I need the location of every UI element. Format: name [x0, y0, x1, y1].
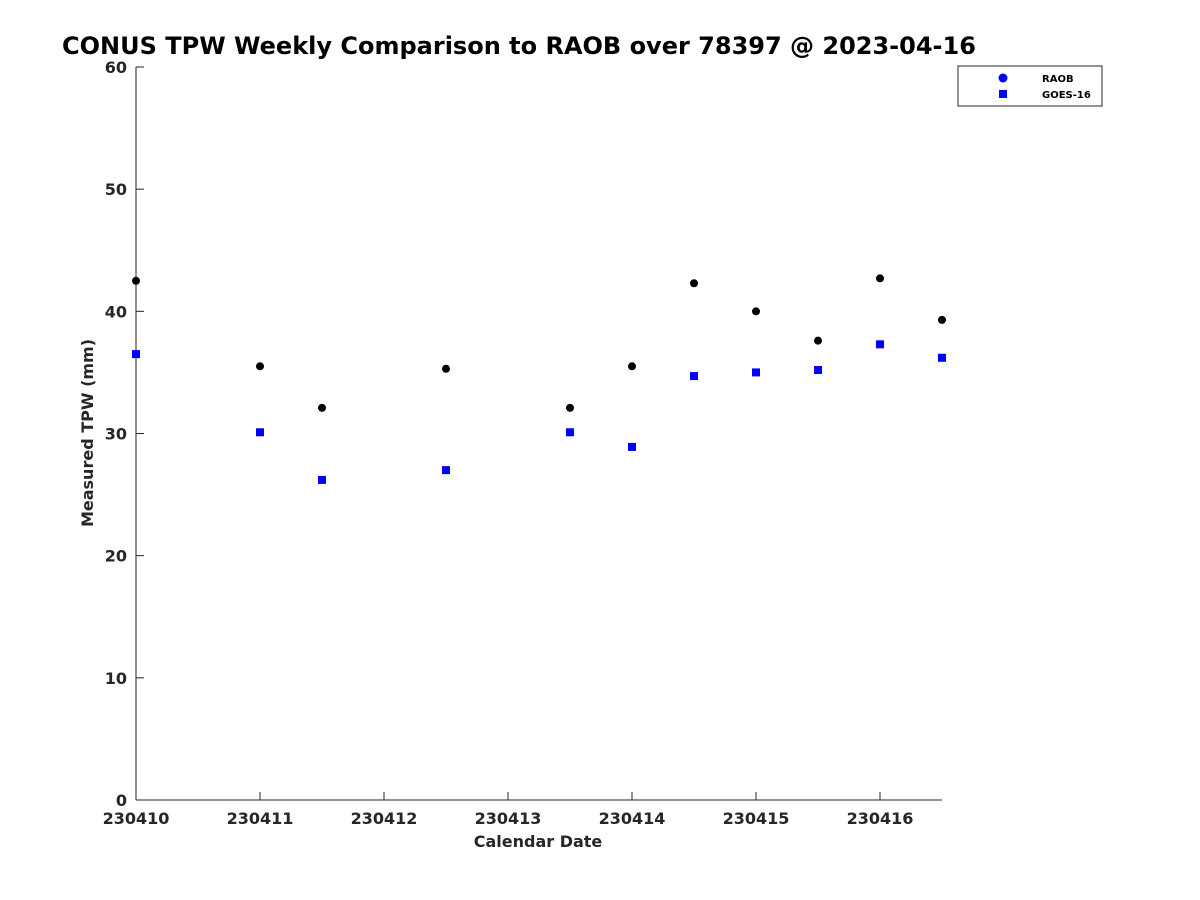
y-tick-label: 30 — [105, 425, 127, 444]
goes16-point — [690, 372, 698, 381]
raob-point — [256, 362, 264, 371]
x-ticks: 230410 230411 230412 230413 230414 230415 2304… — [103, 792, 914, 828]
x-tick-label: 230415 — [723, 809, 790, 828]
y-tick-label: 40 — [105, 302, 127, 321]
legend: RAOB GOES-16 — [957, 65, 1103, 107]
chart-title: CONUS TPW Weekly Comparison to RAOB over… — [62, 32, 976, 60]
goes16-point — [566, 428, 574, 437]
raob-point — [876, 274, 884, 283]
goes16-point — [318, 475, 326, 484]
y-axis-label: Measured TPW (mm) — [78, 339, 97, 527]
y-tick-label: 0 — [116, 791, 127, 810]
x-tick-label: 230414 — [599, 809, 666, 828]
y-tick-label: 20 — [105, 547, 127, 566]
raob-point — [814, 336, 822, 345]
goes16-point — [938, 353, 946, 362]
y-tick-label: 50 — [105, 180, 127, 199]
x-tick-label: 230416 — [847, 809, 914, 828]
series-goes16 — [132, 340, 946, 484]
goes16-point — [256, 428, 264, 437]
raob-point — [690, 279, 698, 288]
goes16-point — [814, 365, 822, 374]
y-ticks: 0 10 20 30 40 50 60 — [105, 58, 144, 810]
series-raob — [132, 274, 946, 412]
legend-box — [957, 65, 1103, 107]
y-tick-label: 60 — [105, 58, 127, 77]
raob-point — [132, 276, 140, 285]
raob-point — [318, 403, 326, 412]
y-tick-label: 10 — [105, 669, 127, 688]
legend-label-raob: RAOB — [1042, 74, 1074, 85]
raob-point — [566, 403, 574, 412]
x-tick-label: 230410 — [103, 809, 170, 828]
x-tick-label: 230412 — [351, 809, 418, 828]
legend-marker-raob — [998, 73, 1008, 83]
legend-marker-goes16 — [999, 90, 1007, 98]
goes16-point — [876, 340, 884, 349]
legend-label-goes16: GOES-16 — [1042, 90, 1091, 101]
goes16-point — [132, 350, 140, 359]
raob-point — [628, 362, 636, 371]
x-tick-label: 230411 — [227, 809, 294, 828]
goes16-point — [628, 442, 636, 451]
data-points — [132, 274, 946, 484]
raob-point — [752, 307, 760, 316]
x-tick-label: 230413 — [475, 809, 542, 828]
goes16-point — [442, 466, 450, 475]
raob-point — [938, 315, 946, 324]
goes16-point — [752, 368, 760, 377]
x-axis-label: Calendar Date — [474, 832, 603, 851]
raob-point — [442, 364, 450, 373]
